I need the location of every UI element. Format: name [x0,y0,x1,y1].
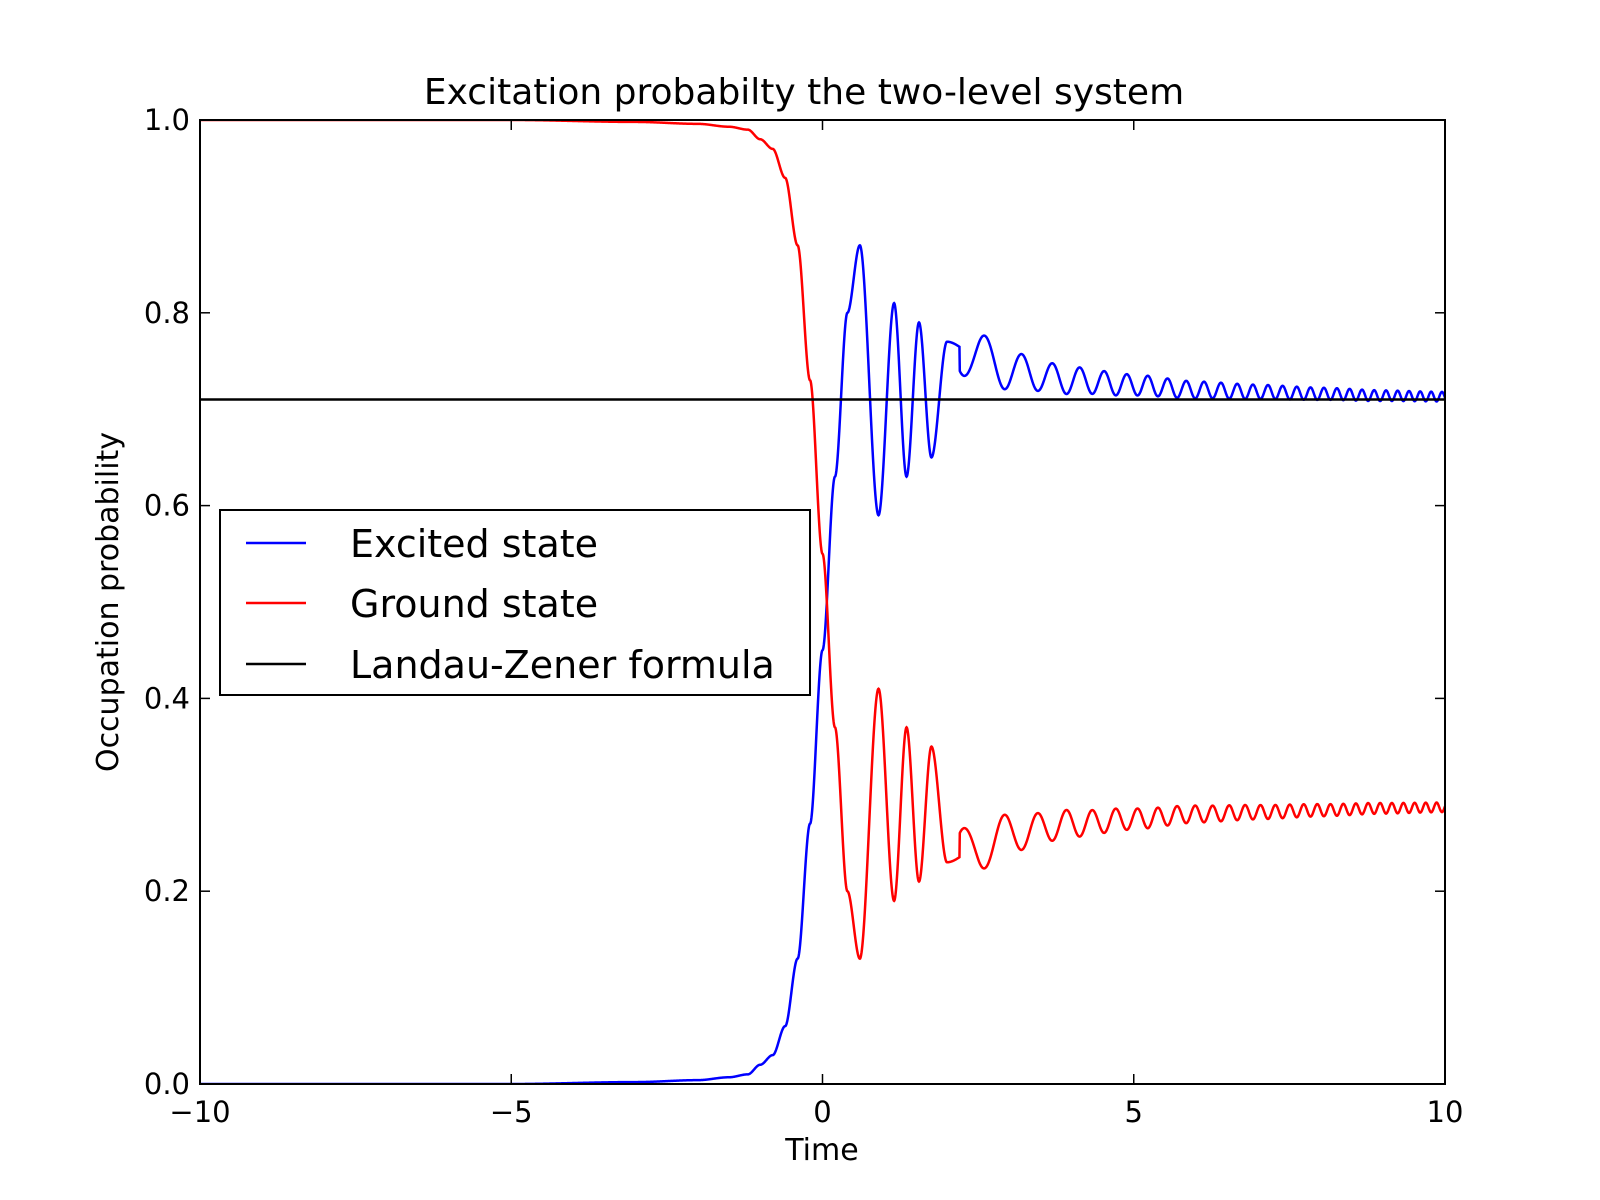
plot-series [200,120,1445,1084]
y-tick-label: 0.0 [144,1067,190,1101]
axis-ticks: −10 −5 0 5 10 0.0 0.2 0.4 0.6 0.8 1.0 [144,103,1464,1129]
series-line-excited-state [200,243,1445,1084]
y-tick-label: 0.2 [144,874,190,908]
series-line-ground-state [200,120,1445,961]
x-tick-label: −5 [490,1095,533,1129]
chart-title: Excitation probabilty the two-level syst… [424,72,1184,113]
legend-label-landau-zener: Landau-Zener formula [350,643,775,687]
y-tick-label: 1.0 [144,103,190,137]
legend-frame [219,509,811,696]
x-tick-label: 10 [1427,1095,1464,1129]
y-tick-label: 0.6 [144,489,190,523]
y-tick-label: 0.4 [144,681,190,715]
y-axis-label: Occupation probability [91,432,126,772]
legend-label-ground: Ground state [350,582,598,626]
legend: Excited state Ground state Landau-Zener … [219,509,811,696]
x-tick-label: 5 [1125,1095,1143,1129]
x-tick-label: 0 [813,1095,831,1129]
legend-label-excited: Excited state [350,522,598,566]
x-tick-label: −10 [169,1095,230,1129]
y-tick-label: 0.8 [144,296,190,330]
x-axis-label: Time [784,1133,858,1168]
